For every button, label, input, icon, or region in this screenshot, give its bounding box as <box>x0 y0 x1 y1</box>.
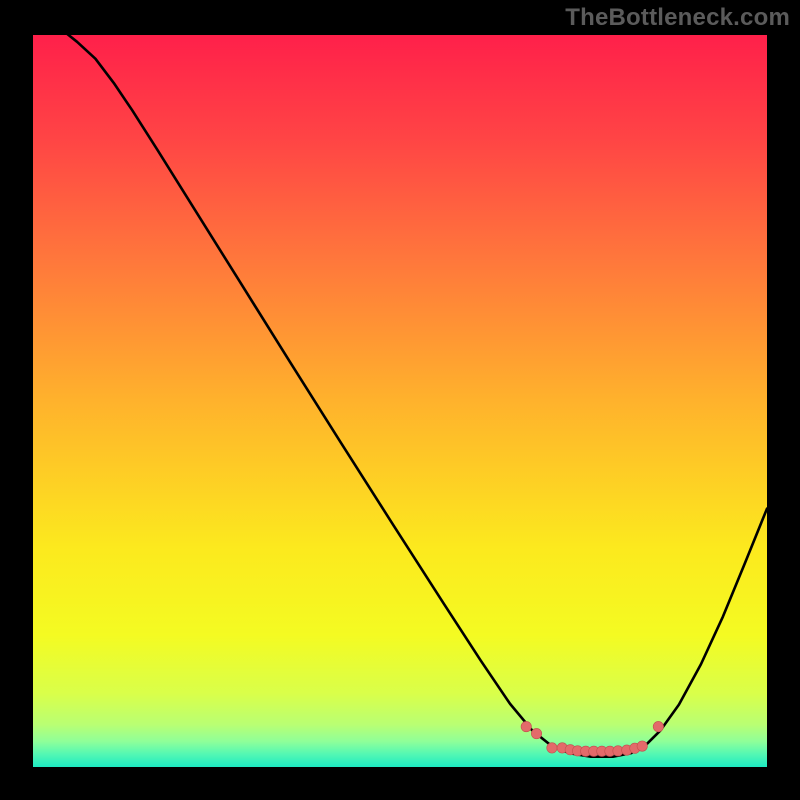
marker-dot <box>637 741 647 751</box>
marker-dot <box>547 743 557 753</box>
chart-container: { "attribution": { "text": "TheBottlenec… <box>0 0 800 800</box>
marker-dot <box>521 721 531 731</box>
bottleneck-chart <box>33 33 767 767</box>
gradient-background <box>33 35 767 767</box>
attribution-watermark: TheBottleneck.com <box>565 4 790 32</box>
marker-dot <box>653 721 663 731</box>
marker-dot <box>531 728 541 738</box>
